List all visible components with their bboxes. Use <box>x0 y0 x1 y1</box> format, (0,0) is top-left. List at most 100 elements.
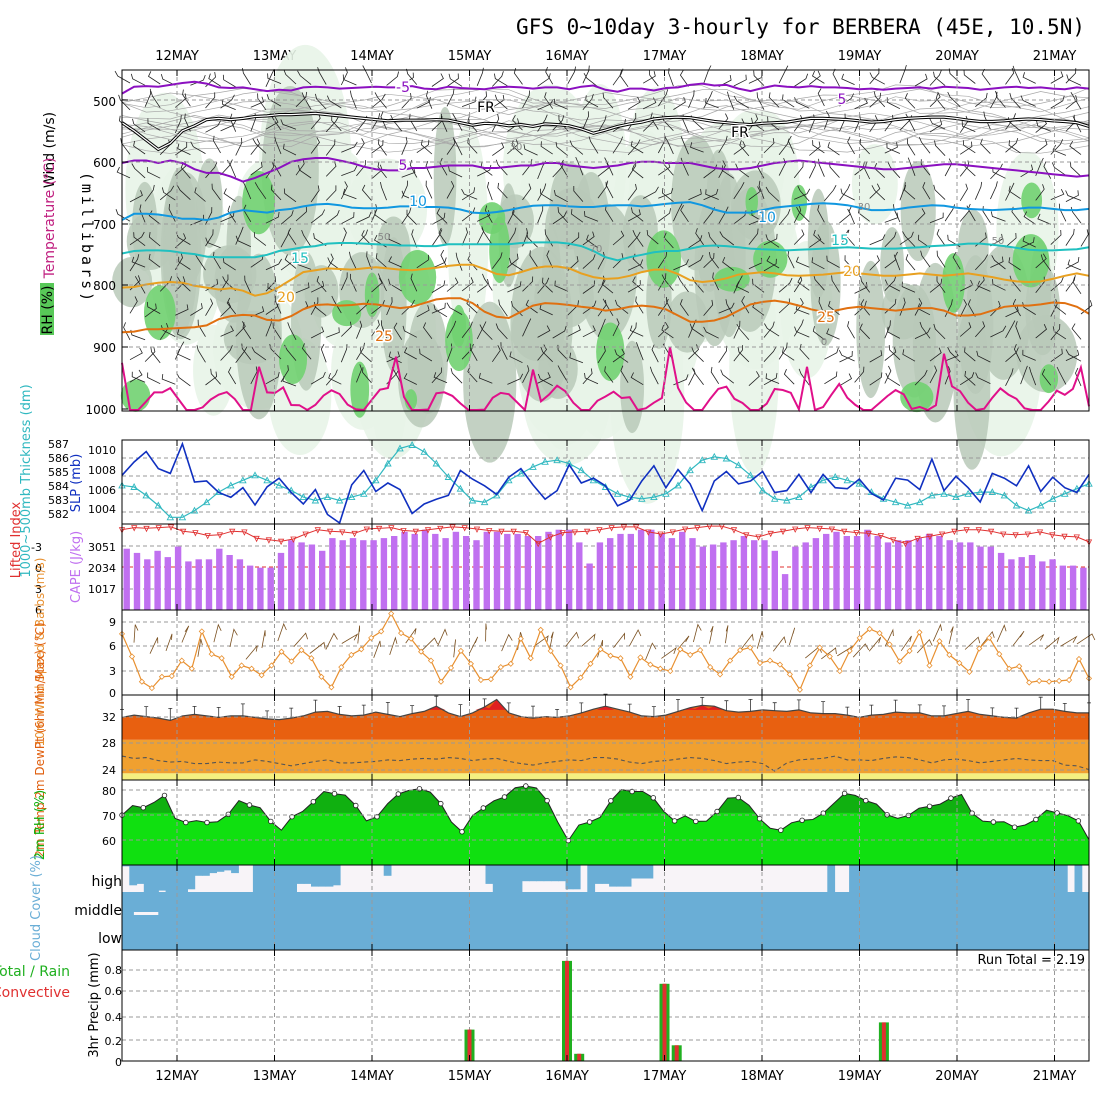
wind-barb <box>326 327 340 338</box>
wind-barb <box>643 186 659 199</box>
wind-speed-marker <box>198 628 205 635</box>
wind-barb <box>401 136 408 155</box>
wind-barb <box>733 275 743 294</box>
wind-barb <box>161 374 176 385</box>
temp-max-whisker <box>748 699 753 712</box>
wind-speed-marker <box>986 634 993 641</box>
wind-barb <box>431 212 446 225</box>
wind-barb <box>944 350 959 362</box>
wind-speed-marker <box>707 664 714 671</box>
cloud-high-bar <box>565 865 574 890</box>
wind-barb <box>712 272 720 291</box>
wind-barb <box>793 205 802 223</box>
wind-speed-marker <box>756 659 764 667</box>
wind-barb <box>401 299 415 315</box>
cape-bar <box>144 559 151 610</box>
wind-barb <box>133 232 146 247</box>
wind-barb <box>325 139 336 156</box>
thickness-marker <box>710 452 719 460</box>
cloud-high-bar <box>543 865 552 882</box>
wind-barb <box>602 92 614 109</box>
rh-contour-line <box>121 120 1090 146</box>
thickness-marker <box>275 481 283 489</box>
wind-barb <box>796 206 810 223</box>
rh-contour-line <box>121 122 1090 145</box>
wind-barb <box>477 164 492 177</box>
temp-max-whisker <box>337 706 342 715</box>
rh-marker <box>289 814 295 820</box>
cloud-high-bar <box>601 865 610 884</box>
wind-barb <box>356 229 368 246</box>
wind-barb <box>301 229 312 248</box>
lifted-index-marker <box>559 530 566 537</box>
wind-barb <box>975 254 989 271</box>
rh-shade-dark <box>942 253 965 313</box>
lifted-index-marker <box>437 525 444 533</box>
rh-marker <box>480 805 486 811</box>
wind-speed-marker <box>717 671 724 678</box>
wind-barb <box>690 142 704 153</box>
wind-barb <box>929 91 941 107</box>
cloud-high-bar <box>870 865 879 892</box>
rh-marker <box>1011 824 1018 830</box>
wind-speed-marker <box>677 646 684 653</box>
wind-barb <box>485 623 487 642</box>
wind-barb <box>380 320 387 339</box>
wind-barb <box>438 227 448 245</box>
cloud-high-bar <box>1052 865 1061 892</box>
lifted-index-marker <box>755 534 762 541</box>
cape-bar <box>514 533 521 610</box>
wind-barb <box>1005 137 1019 153</box>
cloud-high-bar <box>827 865 836 892</box>
thickness-marker <box>335 496 344 504</box>
wind-barb <box>828 300 840 316</box>
wind-barb <box>560 159 569 178</box>
wind-barb <box>250 96 265 108</box>
wind-barb <box>612 348 625 363</box>
wind-speed-line <box>121 612 1090 692</box>
cloud-high-bar <box>282 865 290 892</box>
wind-speed-marker <box>427 657 435 664</box>
thickness-marker <box>722 454 731 462</box>
wind-barb <box>1015 321 1021 340</box>
wind-barb <box>341 165 358 176</box>
wind-barb <box>629 325 644 337</box>
wind-barb <box>340 227 347 246</box>
wind-speed-marker <box>338 664 345 671</box>
wind-barb <box>888 345 901 360</box>
cloud-high-bar <box>492 865 501 892</box>
wind-barb <box>177 348 191 361</box>
lifted-index-marker <box>277 538 285 546</box>
wind-barb <box>129 296 138 314</box>
wind-speed-marker <box>657 665 664 672</box>
cape-bar <box>853 536 861 610</box>
cloud-high-bar <box>849 865 857 892</box>
cape-bar <box>864 529 871 610</box>
wind-barb <box>250 366 258 385</box>
wind-barb <box>691 346 704 362</box>
rh-shade-mid <box>407 301 448 414</box>
wind-barb <box>832 68 840 87</box>
thickness-marker <box>976 488 984 496</box>
wind-barb <box>858 207 870 222</box>
wind-barb <box>689 323 704 337</box>
wind-barb <box>244 275 252 294</box>
wind-barb <box>208 73 221 87</box>
wind-barb <box>975 321 986 338</box>
wind-barb <box>416 305 430 318</box>
wind-speed-marker <box>358 646 365 653</box>
wind-barb <box>356 342 365 361</box>
lifted-index-marker <box>669 529 676 536</box>
wind-barb <box>498 299 508 317</box>
rh-contour-line <box>121 115 1090 141</box>
wind-barb <box>708 231 720 249</box>
thickness-marker <box>299 493 308 501</box>
wind-barb <box>768 92 780 108</box>
wind-barb <box>205 120 221 133</box>
cloud-high-bar <box>521 865 530 882</box>
cloud-high-bar <box>856 865 865 892</box>
wind-barb <box>406 209 418 226</box>
wind-barb <box>388 256 402 268</box>
wind-barb <box>944 204 956 222</box>
